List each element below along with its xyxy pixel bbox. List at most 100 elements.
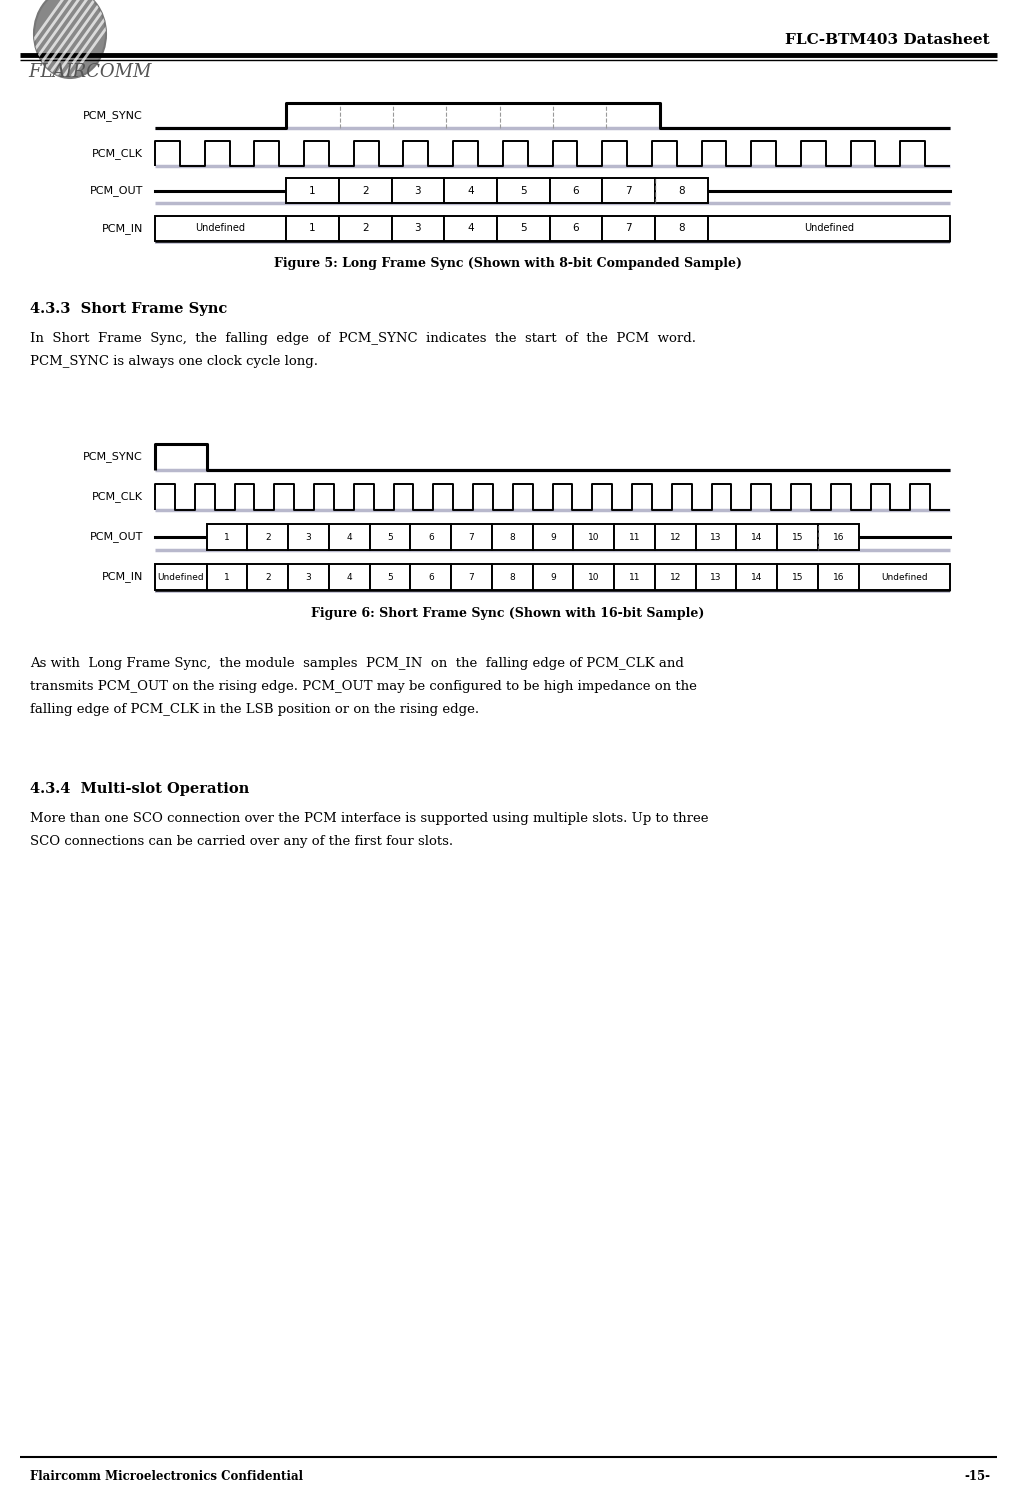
- Text: 10: 10: [588, 572, 599, 581]
- Bar: [574, 524, 614, 550]
- Bar: [549, 216, 602, 240]
- Text: 12: 12: [669, 533, 681, 542]
- Text: 3: 3: [306, 533, 311, 542]
- Text: 1: 1: [309, 186, 316, 195]
- Text: 3: 3: [306, 572, 311, 581]
- Bar: [452, 524, 492, 550]
- Bar: [247, 524, 288, 550]
- Text: Figure 5: Long Frame Sync (Shown with 8-bit Companded Sample): Figure 5: Long Frame Sync (Shown with 8-…: [274, 257, 742, 270]
- Text: 5: 5: [520, 186, 527, 195]
- Bar: [155, 216, 286, 240]
- Text: PCM_SYNC: PCM_SYNC: [83, 452, 143, 463]
- Text: PCM_CLK: PCM_CLK: [92, 147, 143, 159]
- Text: Undefined: Undefined: [195, 224, 245, 233]
- Text: 10: 10: [588, 533, 599, 542]
- Text: 4.3.4  Multi-slot Operation: 4.3.4 Multi-slot Operation: [29, 783, 249, 796]
- Text: 4: 4: [347, 533, 352, 542]
- Text: In  Short  Frame  Sync,  the  falling  edge  of  PCM_SYNC  indicates  the  start: In Short Frame Sync, the falling edge of…: [29, 332, 696, 368]
- Text: 7: 7: [469, 533, 474, 542]
- Text: 13: 13: [710, 533, 722, 542]
- Bar: [328, 524, 369, 550]
- Bar: [452, 563, 492, 590]
- Bar: [777, 524, 818, 550]
- Text: 5: 5: [387, 533, 393, 542]
- Text: 4: 4: [467, 224, 474, 233]
- Text: 6: 6: [573, 224, 579, 233]
- Text: FLAIRCOMM: FLAIRCOMM: [28, 63, 152, 81]
- Bar: [655, 563, 696, 590]
- Text: 2: 2: [362, 224, 368, 233]
- Text: 7: 7: [469, 572, 474, 581]
- Text: 1: 1: [224, 533, 230, 542]
- Text: 2: 2: [265, 572, 271, 581]
- Bar: [549, 179, 602, 203]
- Text: Flaircomm Microelectronics Confidential: Flaircomm Microelectronics Confidential: [29, 1469, 303, 1482]
- Text: 6: 6: [573, 186, 579, 195]
- Text: 8: 8: [678, 186, 684, 195]
- Bar: [497, 216, 549, 240]
- Bar: [696, 524, 736, 550]
- Text: 9: 9: [550, 533, 556, 542]
- Bar: [339, 216, 392, 240]
- Bar: [533, 563, 574, 590]
- Text: 14: 14: [751, 533, 763, 542]
- Text: 1: 1: [224, 572, 230, 581]
- Text: FLC-BTM403 Datasheet: FLC-BTM403 Datasheet: [785, 33, 990, 47]
- Bar: [655, 524, 696, 550]
- Text: 16: 16: [833, 572, 844, 581]
- Bar: [574, 563, 614, 590]
- Ellipse shape: [34, 0, 106, 78]
- Text: PCM_OUT: PCM_OUT: [89, 185, 143, 197]
- Text: 15: 15: [791, 533, 803, 542]
- Text: Figure 6: Short Frame Sync (Shown with 16-bit Sample): Figure 6: Short Frame Sync (Shown with 1…: [311, 607, 705, 620]
- Bar: [411, 524, 452, 550]
- Text: 1: 1: [309, 224, 316, 233]
- Text: 13: 13: [710, 572, 722, 581]
- Bar: [497, 179, 549, 203]
- Bar: [286, 179, 339, 203]
- Text: 3: 3: [415, 224, 421, 233]
- Bar: [288, 524, 328, 550]
- Bar: [492, 563, 533, 590]
- Text: Undefined: Undefined: [158, 572, 204, 581]
- Bar: [286, 216, 339, 240]
- Text: -15-: -15-: [964, 1469, 990, 1482]
- Text: 5: 5: [387, 572, 393, 581]
- Text: 8: 8: [678, 224, 684, 233]
- Bar: [444, 216, 497, 240]
- Text: 8: 8: [510, 533, 516, 542]
- Bar: [206, 563, 247, 590]
- Bar: [328, 563, 369, 590]
- Text: 4.3.3  Short Frame Sync: 4.3.3 Short Frame Sync: [29, 302, 227, 315]
- Bar: [736, 563, 777, 590]
- Text: 11: 11: [629, 533, 641, 542]
- Text: 4: 4: [467, 186, 474, 195]
- Text: 14: 14: [751, 572, 763, 581]
- Bar: [736, 524, 777, 550]
- Text: PCM_OUT: PCM_OUT: [89, 532, 143, 542]
- Bar: [206, 524, 247, 550]
- Bar: [777, 563, 818, 590]
- Bar: [247, 563, 288, 590]
- Text: 11: 11: [629, 572, 641, 581]
- Bar: [614, 524, 655, 550]
- Bar: [444, 179, 497, 203]
- Bar: [288, 563, 328, 590]
- Text: 2: 2: [362, 186, 368, 195]
- Text: Undefined: Undefined: [881, 572, 928, 581]
- Bar: [655, 179, 708, 203]
- Bar: [602, 216, 655, 240]
- Text: PCM_CLK: PCM_CLK: [92, 491, 143, 503]
- Text: 7: 7: [625, 224, 632, 233]
- Bar: [602, 179, 655, 203]
- Bar: [339, 179, 392, 203]
- Text: PCM_IN: PCM_IN: [102, 222, 143, 234]
- Bar: [411, 563, 452, 590]
- Text: 16: 16: [833, 533, 844, 542]
- Bar: [818, 563, 858, 590]
- Bar: [533, 524, 574, 550]
- Bar: [614, 563, 655, 590]
- Text: 12: 12: [669, 572, 681, 581]
- Bar: [818, 524, 858, 550]
- Bar: [369, 563, 411, 590]
